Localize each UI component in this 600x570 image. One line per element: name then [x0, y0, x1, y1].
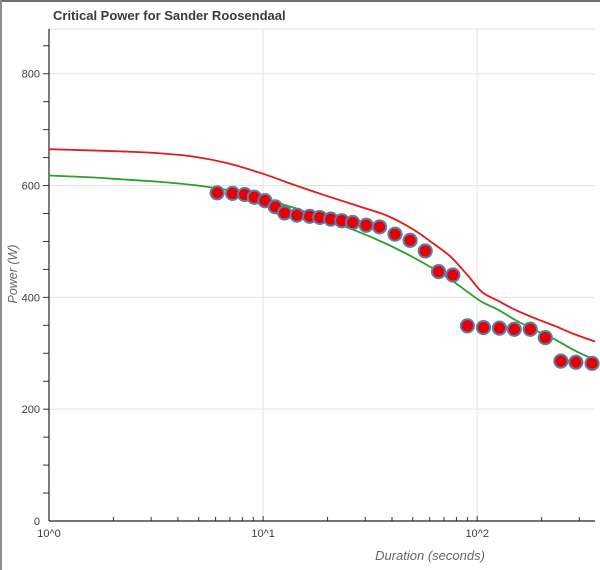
- data-point[interactable]: [475, 319, 492, 336]
- data-point[interactable]: [276, 205, 293, 221]
- x-tick-label: 10^2: [465, 528, 489, 540]
- data-point[interactable]: [568, 354, 584, 370]
- page-left-border: [0, 0, 2, 570]
- y-tick-label: 800: [22, 69, 40, 81]
- x-tick-label: 10^0: [37, 528, 61, 540]
- y-tick-label: 200: [22, 404, 40, 416]
- data-point[interactable]: [289, 207, 305, 223]
- y-tick-label: 0: [34, 516, 40, 528]
- y-axis-title: Power (W): [6, 244, 20, 304]
- data-point[interactable]: [371, 219, 388, 235]
- data-point[interactable]: [522, 321, 538, 337]
- data-point[interactable]: [537, 330, 553, 346]
- data-point[interactable]: [209, 185, 225, 201]
- data-point[interactable]: [459, 318, 476, 334]
- chart-title: Critical Power for Sander Roosendaal: [53, 8, 286, 23]
- data-point[interactable]: [358, 217, 374, 233]
- critical-power-model-red[interactable]: [48, 148, 596, 343]
- y-tick-label: 600: [22, 181, 40, 193]
- data-point[interactable]: [584, 355, 600, 371]
- data-point[interactable]: [345, 214, 361, 231]
- data-point[interactable]: [430, 264, 447, 280]
- data-point[interactable]: [491, 320, 508, 336]
- page-top-border: [0, 0, 600, 2]
- x-tick-label: 10^1: [251, 528, 275, 540]
- data-point[interactable]: [417, 243, 433, 259]
- data-point[interactable]: [553, 353, 569, 369]
- data-point[interactable]: [506, 321, 522, 337]
- data-point[interactable]: [387, 226, 403, 242]
- y-tick-label: 400: [22, 292, 40, 304]
- data-point[interactable]: [445, 267, 461, 283]
- x-axis-title: Duration (seconds): [375, 548, 485, 563]
- data-point[interactable]: [402, 232, 418, 248]
